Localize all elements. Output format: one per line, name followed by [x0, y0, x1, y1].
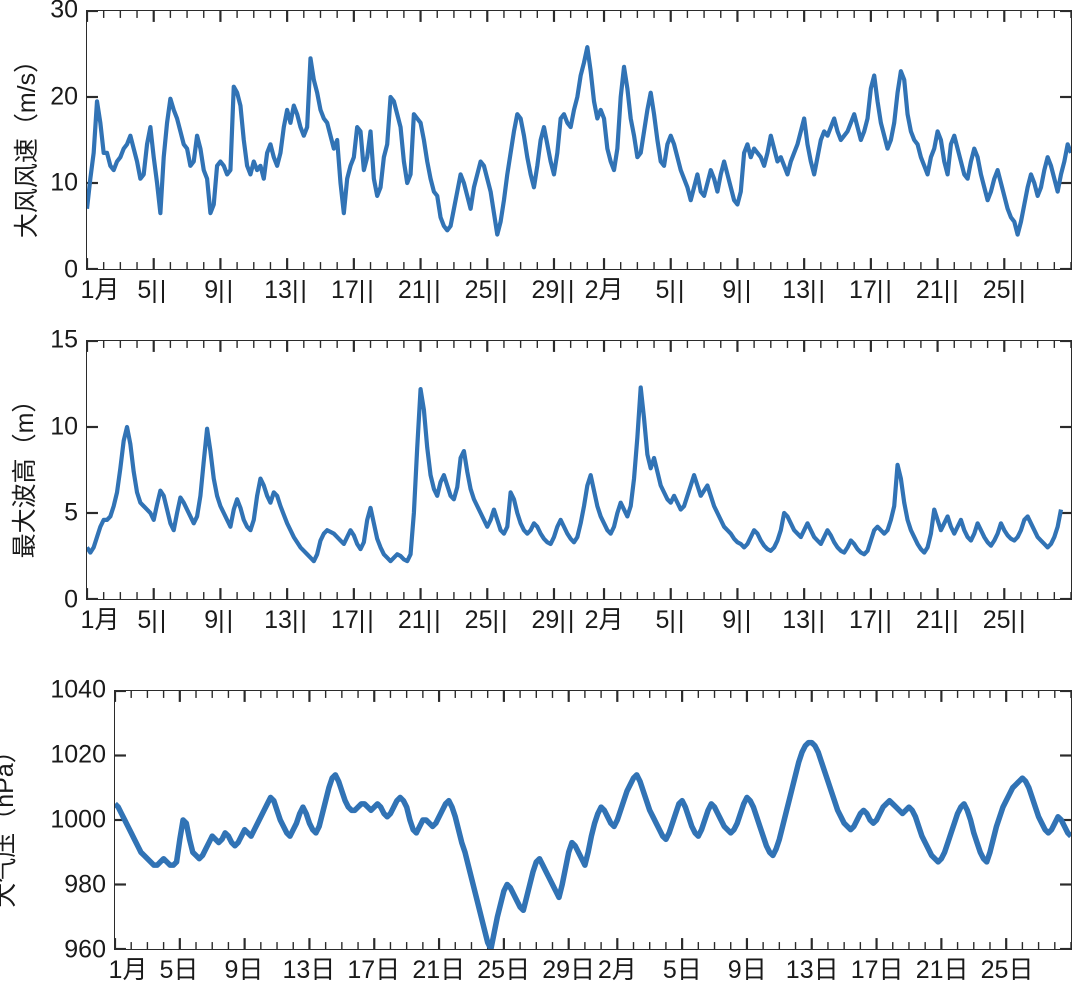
y-axis-ticks-wind-speed: 0 10 20 30	[0, 0, 78, 310]
wave-height-plot-svg	[87, 341, 1071, 599]
x-tick-label: 21日	[915, 956, 969, 984]
x-tick-label: 25||	[982, 276, 1028, 304]
y-axis-ticks-wave-height: 0 5 10 15	[0, 325, 78, 640]
x-tick-label: 25日	[477, 956, 531, 984]
x-tick-label: 2月	[584, 276, 624, 304]
x-tick-label: 9日	[224, 956, 264, 984]
y-axis-ticks-air-pressure: 960 980 1000 1020 1040	[0, 675, 106, 1000]
x-tick-label: 17日	[850, 956, 904, 984]
y-tick-label: 0	[64, 255, 78, 284]
x-tick-label: 5||	[655, 276, 687, 304]
x-tick-label: 13||	[782, 606, 828, 634]
x-tick-label: 17||	[849, 606, 894, 634]
x-tick-label: 1月	[80, 276, 120, 304]
wind-speed-plot-svg	[87, 11, 1071, 269]
y-tick-label: 1020	[50, 740, 106, 769]
x-tick-label: 17||	[330, 606, 376, 634]
air-pressure-plot-svg	[115, 691, 1071, 949]
x-tick-label: 29||	[531, 606, 577, 634]
x-tick-label: 29||	[531, 276, 577, 304]
x-tick-label: 1月	[108, 956, 148, 984]
y-tick-label: 1040	[50, 675, 106, 704]
y-tick-label: 30	[50, 0, 78, 24]
x-tick-label: 21||	[397, 276, 443, 304]
y-tick-label: 5	[64, 498, 78, 527]
x-tick-label: 2月	[597, 956, 637, 984]
x-tick-label: 25日	[980, 956, 1034, 984]
x-tick-label: 21日	[412, 956, 466, 984]
panel-wave-height: 最大波高（m） 0 5 10 15 1月 5|| 9|| 13|| 17|| 21|| 25|| 2…	[0, 325, 1080, 640]
x-tick-label: 29日	[542, 956, 596, 984]
y-tick-label: 1000	[50, 805, 106, 834]
x-tick-label: 13日	[282, 956, 336, 984]
x-tick-label: 9||	[722, 606, 754, 634]
x-tick-label: 9||	[204, 606, 236, 634]
x-axis-ticks-wave-height: 1月 5|| 9|| 13|| 17|| 21|| 25|| 29|| 2月 5|| 9|| 13||…	[81, 606, 1072, 640]
x-tick-label: 25||	[464, 606, 510, 634]
x-tick-label: 13日	[785, 956, 839, 984]
x-axis-ticks-wind-speed: 1月 5|| 9|| 13|| 17|| 21|| 25|| 29|| 2月 5|| 9|| 13||…	[81, 276, 1072, 310]
x-tick-label: 13||	[264, 606, 309, 634]
x-tick-label: 17日	[347, 956, 401, 984]
panel-air-pressure: 大气压（hPa） 960 980 1000 1020 1040 1月 5日 9日 13日 17日…	[0, 675, 1080, 1000]
x-tick-label: 9||	[204, 276, 236, 304]
y-tick-label: 10	[50, 168, 78, 197]
x-tick-label: 21||	[915, 276, 961, 304]
x-tick-label: 5日	[159, 956, 199, 984]
plot-area-wind-speed	[86, 10, 1072, 270]
x-tick-label: 5||	[137, 606, 169, 634]
x-tick-label: 25||	[464, 276, 510, 304]
y-tick-label: 960	[64, 935, 106, 964]
x-tick-label: 21||	[915, 606, 961, 634]
x-tick-label: 5||	[137, 276, 169, 304]
y-tick-label: 0	[64, 585, 78, 614]
x-tick-label: 9||	[722, 276, 754, 304]
y-tick-label: 10	[50, 412, 78, 441]
x-tick-label: 25||	[982, 606, 1028, 634]
x-tick-label: 2月	[584, 606, 624, 634]
x-tick-label: 13||	[264, 276, 309, 304]
x-tick-label: 1月	[80, 606, 120, 634]
plot-area-air-pressure	[114, 690, 1072, 950]
x-tick-label: 5||	[655, 606, 687, 634]
plot-area-wave-height	[86, 340, 1072, 600]
y-tick-label: 980	[64, 870, 106, 899]
x-tick-label: 9日	[727, 956, 767, 984]
x-tick-label: 13||	[782, 276, 828, 304]
x-tick-label: 5日	[662, 956, 702, 984]
y-tick-label: 20	[50, 82, 78, 111]
x-axis-ticks-air-pressure: 1月 5日 9日 13日 17日 21日 25日 29日 2月 5日 9日 13日 17日 21日 25日	[109, 956, 1072, 992]
x-tick-label: 21||	[397, 606, 443, 634]
y-tick-label: 15	[50, 325, 78, 354]
x-tick-label: 17||	[330, 276, 376, 304]
x-tick-label: 17||	[849, 276, 894, 304]
panel-wind-speed: 大风风速（m/s） 0 10 20 30 1月 5|| 9|| 13|| 17|| 21|| 25…	[0, 0, 1080, 310]
